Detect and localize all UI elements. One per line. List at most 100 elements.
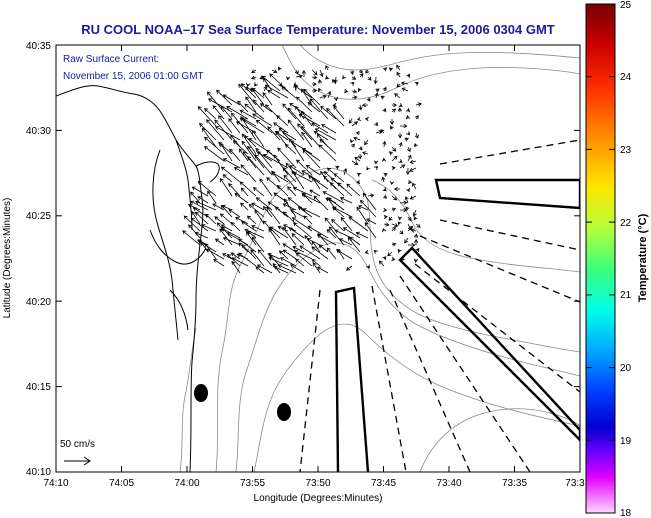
current-vector [254, 154, 273, 176]
current-vector [287, 119, 305, 141]
current-vector [293, 222, 313, 239]
current-vector [291, 170, 305, 190]
current-vector [206, 119, 225, 141]
current-vector [366, 97, 371, 102]
current-vector [254, 82, 258, 87]
current-vector [214, 216, 225, 225]
current-vector [348, 216, 369, 232]
radar-beam-lines [299, 139, 580, 472]
current-vector [239, 181, 257, 197]
current-vector [311, 246, 329, 260]
current-vector [399, 164, 406, 169]
current-vector [350, 81, 355, 86]
current-vector [190, 200, 209, 211]
current-vector [353, 136, 361, 141]
current-vector [255, 147, 273, 169]
current-vector [367, 76, 372, 81]
current-vector [216, 89, 233, 106]
radar-beam-outlines [334, 178, 580, 472]
current-vector [389, 118, 395, 125]
current-vector [351, 89, 358, 94]
current-vector [218, 115, 233, 134]
current-vector [271, 69, 278, 74]
current-vector [269, 73, 289, 92]
current-vector [207, 190, 217, 204]
current-vector [212, 105, 225, 120]
current-vector [346, 265, 353, 271]
current-vector [238, 83, 257, 106]
current-vector [378, 260, 385, 267]
current-vector [288, 138, 305, 162]
current-vector [255, 119, 273, 134]
colorbar-gradient [585, 3, 616, 514]
current-vector [267, 126, 281, 141]
current-vector [362, 192, 377, 211]
current-vector [391, 256, 396, 262]
current-vector [238, 242, 249, 253]
current-vector [252, 187, 265, 197]
current-vector [299, 245, 321, 260]
current-vector [308, 175, 329, 190]
current-vector [397, 248, 402, 254]
y-axis-label: Latitude (Degrees:Minutes) [2, 198, 13, 319]
current-vector [358, 146, 363, 151]
current-vector [356, 179, 361, 185]
current-vector [259, 178, 273, 197]
current-vector [407, 154, 412, 162]
current-vector [220, 166, 241, 183]
current-vector [415, 102, 422, 107]
x-axis-label: Longitude (Degrees:Minutes) [254, 493, 383, 504]
current-vector [246, 82, 251, 87]
current-vector [391, 155, 398, 162]
colorbar-tick-label: 20 [620, 363, 632, 374]
current-vector [311, 88, 318, 94]
current-vector [212, 203, 225, 211]
current-vector [391, 165, 396, 171]
current-vector [291, 233, 305, 246]
current-vector [397, 221, 402, 226]
map-plot-area: Raw Surface Current: November 15, 2006 0… [56, 45, 580, 472]
current-vector [241, 244, 257, 260]
current-vector [238, 252, 257, 267]
current-vector [250, 249, 265, 267]
current-vector [389, 151, 394, 156]
current-vector [359, 73, 364, 78]
current-vector [290, 264, 305, 274]
current-vector [366, 264, 370, 269]
current-vector [245, 96, 257, 113]
current-vector [396, 83, 401, 88]
current-vector [283, 174, 297, 190]
current-vector [237, 100, 249, 113]
current-vector [256, 264, 273, 274]
current-vector [319, 138, 337, 155]
current-vector [391, 195, 398, 201]
current-vector [331, 79, 337, 85]
current-vector [191, 186, 209, 197]
scale-label: 50 cm/s [60, 439, 95, 450]
current-vector [397, 107, 403, 113]
current-vector [267, 252, 281, 260]
colorbar-tick-label: 21 [620, 290, 632, 301]
current-vector [327, 197, 345, 211]
current-vector [357, 87, 362, 93]
current-vector [340, 216, 353, 232]
current-vector [251, 224, 265, 232]
current-vector [387, 251, 393, 257]
current-vector [405, 167, 411, 175]
y-tick-label: 40:20 [26, 297, 51, 308]
current-vector [296, 159, 313, 176]
current-vector [400, 81, 409, 86]
current-vector [303, 88, 321, 106]
current-vector [271, 171, 289, 183]
current-vector [351, 121, 359, 127]
coastline [56, 85, 220, 472]
current-vector [240, 83, 257, 99]
current-vector [414, 115, 419, 120]
current-vector [244, 103, 265, 120]
current-vector [413, 216, 418, 221]
current-vector [391, 102, 398, 108]
current-vector [321, 124, 337, 134]
current-vector [349, 236, 361, 246]
current-vector [297, 123, 313, 141]
current-vector [242, 151, 257, 169]
